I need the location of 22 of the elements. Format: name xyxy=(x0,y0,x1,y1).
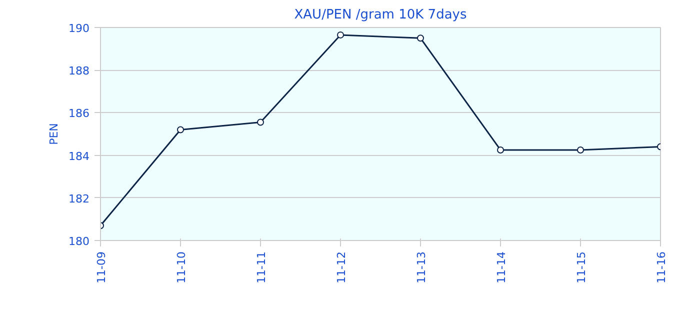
x-tick-label: 11-12 xyxy=(335,251,348,284)
y-tick-label: 182 xyxy=(68,192,90,206)
x-tick-label: 11-11 xyxy=(255,251,268,284)
x-tick-label: 11-10 xyxy=(175,251,188,284)
point xyxy=(177,126,184,134)
y-tick-label: 180 xyxy=(68,235,90,248)
x-tick-label: 11-13 xyxy=(415,251,428,284)
y-tick-label: 184 xyxy=(68,150,90,163)
y-tick-label: 188 xyxy=(68,64,90,78)
y-tick-label: 190 xyxy=(68,22,90,35)
x-tick-label: 11-15 xyxy=(575,251,588,284)
point xyxy=(337,31,344,38)
x-tick-label: 11-14 xyxy=(495,251,508,284)
point xyxy=(577,146,584,154)
y-axis-title: PEN xyxy=(48,123,61,145)
x-tick-label: 11-16 xyxy=(655,251,668,284)
y-tick-label: 186 xyxy=(68,107,90,120)
x-tick-label: 11-09 xyxy=(95,251,108,284)
chart-title: XAU/PEN /gram 10K 7days xyxy=(294,8,467,22)
point xyxy=(257,118,264,126)
point xyxy=(417,34,424,42)
point xyxy=(497,146,504,154)
